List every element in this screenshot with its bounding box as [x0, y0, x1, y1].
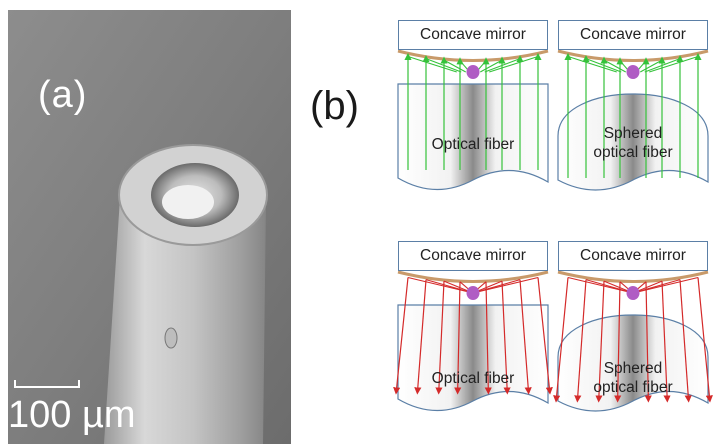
mirror-arc [398, 51, 548, 61]
concave-mirror-box: Concave mirror [398, 20, 548, 50]
fiber-label: Sphered optical fiber [558, 359, 708, 397]
reflected-ray [604, 60, 626, 72]
concave-mirror-box: Concave mirror [558, 241, 708, 271]
reflected-ray [444, 60, 466, 72]
fiber-label: Sphered optical fiber [558, 124, 708, 162]
emitter-dot [627, 286, 640, 300]
mirror-label: Concave mirror [580, 247, 686, 265]
scale-bar-text: 100 µm [8, 394, 136, 437]
emitter-dot [627, 65, 640, 79]
mirror-label: Concave mirror [420, 247, 526, 265]
fiber-label: Optical fiber [398, 369, 548, 388]
concave-mirror-box: Concave mirror [398, 241, 548, 271]
concave-mirror-box: Concave mirror [558, 20, 708, 50]
mirror-arc [558, 51, 708, 61]
panel-b-label: (b) [310, 84, 359, 129]
diagram-flat-fiber-green: Concave mirror Optical fiber [398, 20, 558, 190]
sem-image-panel: (a) 100 µm [8, 10, 291, 444]
diagram-sphered-fiber-green: Concave mirror Sphered optical fiber [558, 20, 717, 190]
diagram-flat-fiber-red: Concave mirror Optical fiber [398, 241, 558, 411]
diagram-sphered-fiber-red: Concave mirror Sphered optical fiber [558, 241, 717, 411]
emitter-dot [467, 65, 480, 79]
reflected-ray [480, 60, 502, 72]
mirror-label: Concave mirror [580, 26, 686, 44]
scale-bar [14, 380, 80, 388]
emitter-dot [467, 286, 480, 300]
reflected-ray [640, 60, 662, 72]
mirror-label: Concave mirror [420, 26, 526, 44]
panel-a-label: (a) [38, 74, 87, 117]
fiber-label: Optical fiber [398, 135, 548, 154]
